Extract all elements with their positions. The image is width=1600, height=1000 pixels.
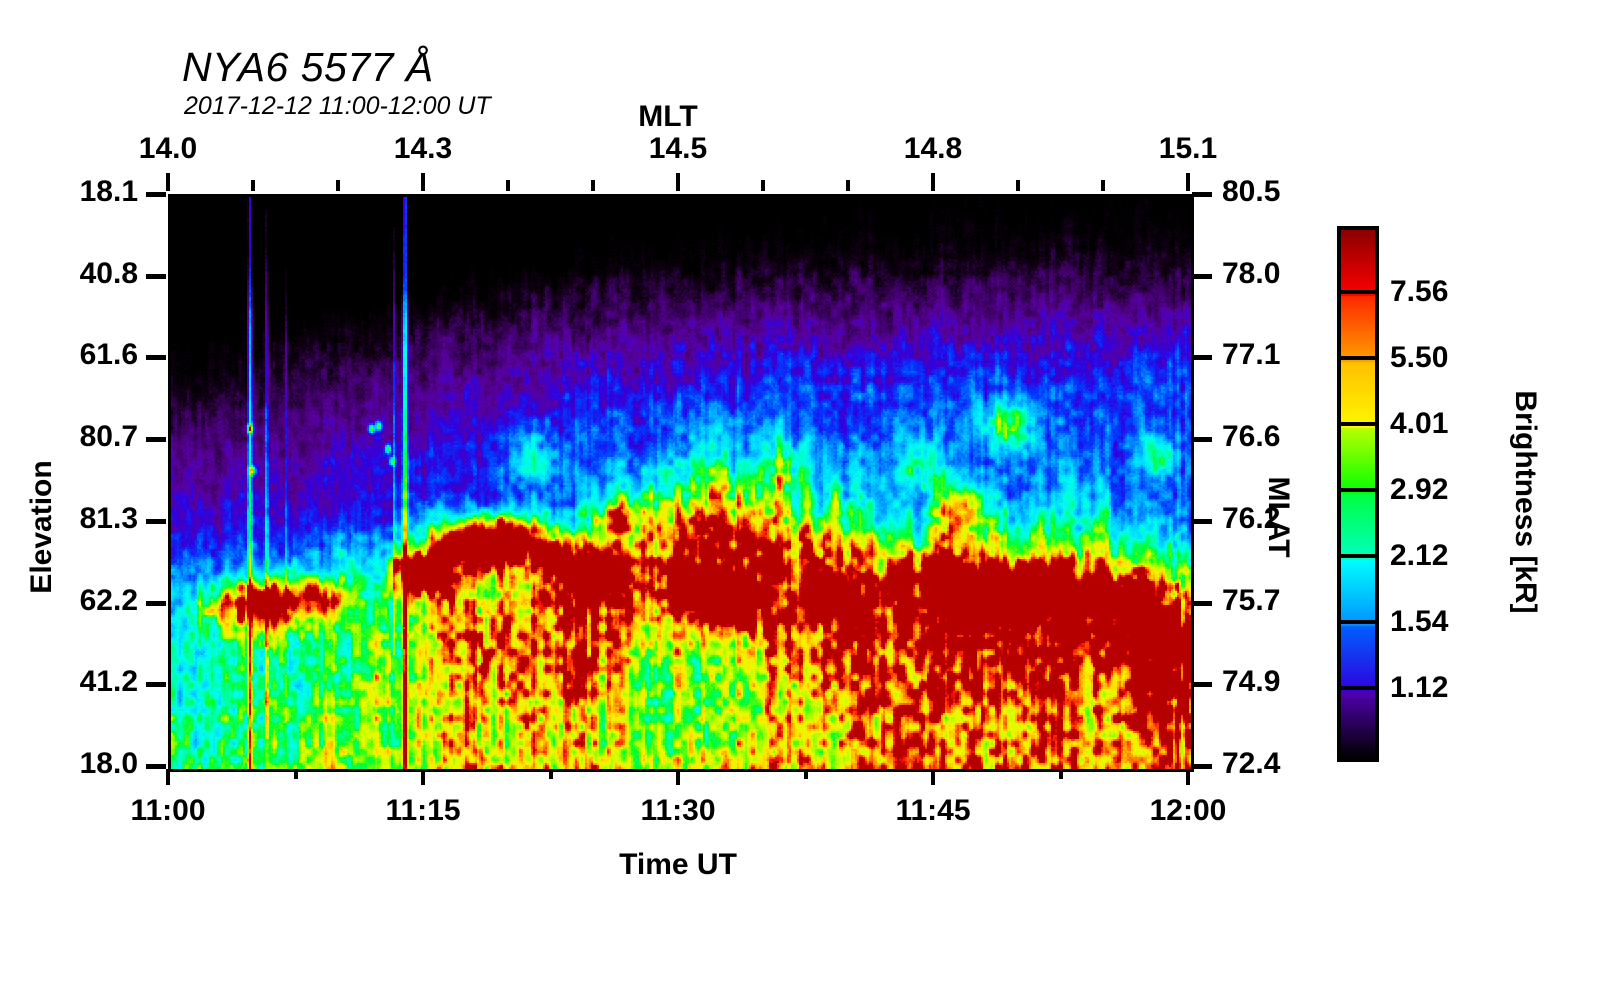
tick-top-major: [931, 173, 935, 191]
tick-label-mlat: 76.2: [1222, 501, 1281, 535]
tick-label-elevation: 40.8: [79, 256, 138, 290]
tick-bottom-major: [166, 769, 170, 785]
tick-top-minor: [1016, 180, 1020, 191]
tick-right: [1192, 192, 1212, 197]
colorbar-gradient: [1341, 230, 1375, 758]
colorbar-segment-divider: [1337, 356, 1379, 360]
tick-bottom-major: [931, 769, 935, 785]
colorbar-tick-label: 4.01: [1390, 407, 1449, 440]
colorbar-title: Brightness [kR]: [1509, 390, 1542, 614]
tick-label-mlat: 75.7: [1222, 583, 1281, 617]
tick-top-minor: [506, 180, 510, 191]
tick-top-minor: [761, 180, 765, 191]
tick-left: [146, 273, 166, 279]
tick-left: [146, 600, 166, 606]
tick-right: [1192, 764, 1212, 769]
tick-top-major: [1186, 173, 1190, 191]
tick-bottom-minor: [1058, 769, 1063, 779]
tick-right: [1192, 355, 1212, 361]
tick-bottom-minor: [548, 769, 553, 779]
colorbar-segment-divider: [1337, 554, 1379, 558]
tick-label-time: 11:30: [640, 794, 716, 827]
page-title: NYA6 5577 Å: [182, 44, 434, 90]
tick-label-mlt: 14.0: [138, 132, 198, 165]
colorbar-segment-divider: [1337, 290, 1379, 294]
tick-label-mlat: 77.1: [1222, 338, 1281, 372]
colorbar-tick-label: 2.12: [1390, 539, 1449, 572]
tick-label-mlat: 76.6: [1222, 420, 1281, 454]
tick-top-major: [421, 173, 425, 191]
tick-label-elevation: 18.1: [79, 175, 138, 208]
tick-label-mlat: 72.4: [1222, 747, 1281, 780]
tick-left: [146, 355, 166, 361]
page-subtitle: 2017-12-12 11:00-12:00 UT: [184, 92, 491, 120]
tick-left: [146, 518, 166, 524]
tick-label-time: 11:45: [895, 794, 971, 827]
tick-top-minor: [1101, 180, 1105, 191]
tick-top-minor: [336, 180, 340, 191]
colorbar-tick-label: 5.50: [1390, 341, 1449, 374]
tick-label-time: 12:00: [1149, 794, 1227, 827]
tick-right: [1192, 273, 1212, 279]
colorbar: [1337, 226, 1379, 762]
tick-bottom-major: [676, 769, 680, 785]
colorbar-tick-label: 1.54: [1390, 605, 1449, 638]
colorbar-tick-label: 2.92: [1390, 473, 1449, 506]
tick-label-elevation: 41.2: [79, 665, 138, 699]
tick-top-minor: [591, 180, 595, 191]
tick-label-time: 11:15: [385, 794, 461, 827]
keogram-plot-area: [168, 194, 1194, 772]
colorbar-segment-divider: [1337, 686, 1379, 690]
tick-right: [1192, 682, 1212, 688]
tick-bottom-minor: [803, 769, 808, 779]
tick-left: [146, 437, 166, 443]
colorbar-segment-divider: [1337, 488, 1379, 492]
tick-label-elevation: 80.7: [79, 420, 138, 454]
tick-label-elevation: 18.0: [79, 747, 138, 780]
tick-right: [1192, 518, 1212, 524]
tick-label-mlat: 74.9: [1222, 665, 1281, 699]
axis-title-mlt: MLT: [638, 100, 698, 133]
tick-bottom-major: [421, 769, 425, 785]
colorbar-segment-divider: [1337, 422, 1379, 426]
tick-top-major: [166, 173, 170, 191]
tick-label-time: 11:00: [130, 794, 206, 827]
axis-title-time: Time UT: [619, 848, 737, 881]
tick-right: [1192, 437, 1212, 443]
tick-label-elevation: 81.3: [79, 501, 138, 535]
tick-label-elevation: 62.2: [79, 583, 138, 617]
tick-label-mlt: 14.5: [648, 132, 708, 165]
tick-label-mlt: 14.8: [903, 132, 963, 165]
colorbar-tick-label: 1.12: [1390, 671, 1449, 704]
tick-top-major: [676, 173, 680, 191]
tick-left: [146, 682, 166, 688]
tick-label-mlt: 14.3: [393, 132, 453, 165]
colorbar-tick-label: 7.56: [1390, 275, 1449, 308]
tick-bottom-minor: [293, 769, 298, 779]
colorbar-segment-divider: [1337, 620, 1379, 624]
tick-left: [146, 192, 166, 197]
tick-label-mlat: 80.5: [1222, 175, 1281, 208]
tick-bottom-major: [1186, 769, 1190, 785]
tick-right: [1192, 600, 1212, 606]
tick-label-mlat: 78.0: [1222, 256, 1281, 290]
tick-label-elevation: 61.6: [79, 338, 138, 372]
tick-left: [146, 764, 166, 769]
tick-label-mlt: 15.1: [1158, 132, 1218, 165]
tick-top-minor: [251, 180, 255, 191]
tick-top-minor: [846, 180, 850, 191]
keogram-image: [171, 197, 1191, 769]
